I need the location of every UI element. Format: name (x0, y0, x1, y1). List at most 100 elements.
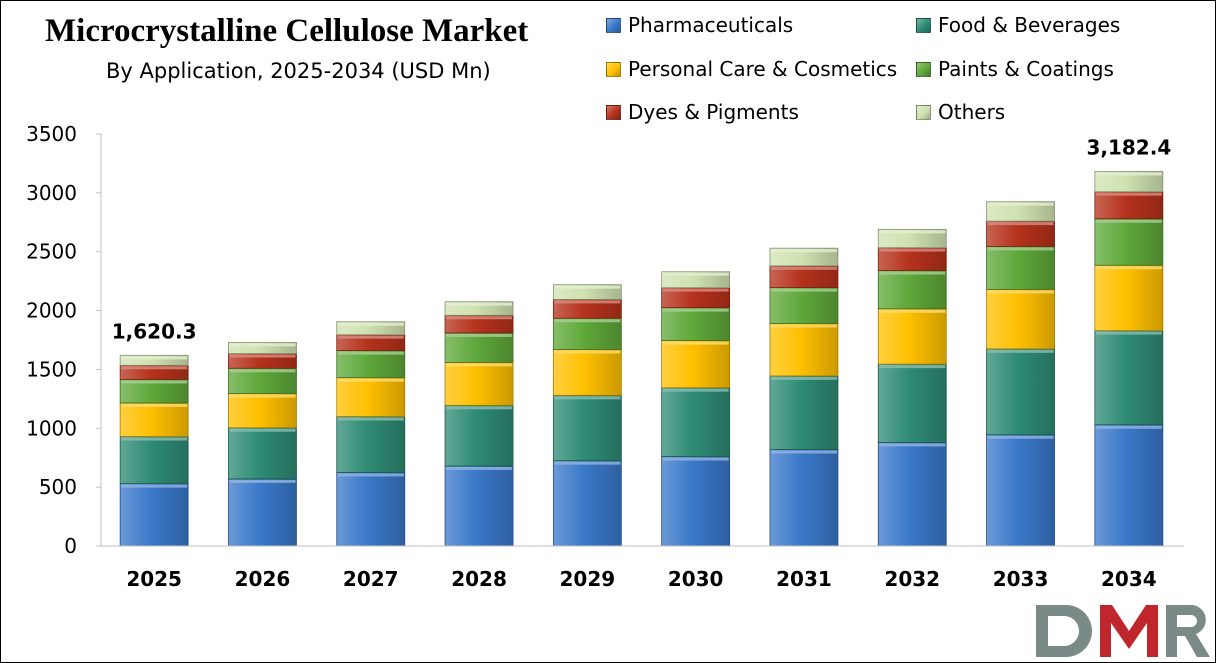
legend-item: Personal Care & Cosmetics (606, 57, 897, 81)
bar-segment (877, 442, 947, 547)
bar-segment-bevel (662, 388, 729, 392)
bar-segment-bevel (987, 290, 1054, 294)
bar-segment-bevel (446, 466, 513, 470)
bar-segment-bevel (337, 322, 404, 326)
y-tick-label: 3000 (26, 181, 77, 205)
bar-segment (119, 354, 189, 366)
bar-segment (552, 349, 622, 396)
legend-label: Paints & Coatings (938, 57, 1114, 81)
bar-segment (877, 308, 947, 365)
legend-item: Pharmaceuticals (606, 13, 793, 37)
bar-segment-bevel (554, 350, 621, 354)
legend-label: Pharmaceuticals (628, 13, 794, 37)
legend-item: Others (916, 100, 1005, 124)
x-tick-label: 2025 (126, 567, 182, 591)
bar-segment-bevel (987, 349, 1054, 353)
legend-label: Dyes & Pigments (628, 100, 799, 124)
bar-segment (986, 348, 1055, 436)
legend-item: Paints & Coatings (916, 57, 1114, 81)
total-label: 1,620.3 (112, 319, 197, 343)
bars (119, 171, 1164, 547)
x-tick-label: 2033 (993, 567, 1049, 591)
bar-segment-bevel (770, 324, 837, 328)
bar-segment-bevel (987, 222, 1054, 226)
bar-segment-bevel (662, 341, 729, 345)
chart-subtitle: By Application, 2025-2034 (USD Mn) (106, 59, 491, 83)
x-tick-label: 2031 (776, 567, 832, 591)
bar-stack-2027 (336, 321, 406, 547)
x-tick-label: 2026 (235, 567, 291, 591)
y-tick-label: 3500 (26, 122, 77, 146)
bar-segment (877, 270, 947, 310)
bar-segment (228, 478, 297, 547)
bar-segment (661, 387, 731, 457)
bar-stack-2033 (986, 201, 1055, 547)
bar-segment-bevel (987, 435, 1054, 439)
bar-segment-bevel (662, 457, 729, 461)
x-tick-label: 2032 (884, 567, 940, 591)
bar-segment (228, 367, 297, 394)
bar-segment (877, 363, 947, 443)
bar-segment-bevel (554, 461, 621, 465)
bar-segment (336, 416, 406, 473)
legend-label: Personal Care & Cosmetics (628, 57, 898, 81)
bar-segment-bevel (879, 443, 946, 447)
bar-stack-2032 (877, 228, 947, 547)
bar-segment-bevel (987, 247, 1054, 251)
y-tick-label: 2500 (26, 240, 77, 264)
bar-segment-bevel (879, 271, 946, 275)
bar-segment-bevel (229, 428, 296, 432)
legend-swatch (606, 61, 621, 77)
chart-legend: Pharmaceuticals Food & Beverages Personal … (606, 11, 1166, 131)
y-tick-label: 0 (64, 534, 77, 558)
bar-segment-bevel (121, 484, 188, 488)
bar-segment-bevel (121, 437, 188, 441)
dmr-logo (1036, 605, 1210, 657)
bar-segment-bevel (446, 333, 513, 337)
bar-segment-bevel (229, 369, 296, 373)
y-tick-label: 1000 (26, 416, 77, 440)
bar-segment-bevel (770, 249, 837, 253)
x-tick-label: 2034 (1101, 567, 1157, 591)
bar-segment (444, 404, 514, 467)
bar-segment (769, 247, 839, 267)
bar-segment-bevel (770, 288, 837, 292)
legend-swatch (606, 104, 621, 120)
bar-segment (661, 456, 731, 547)
bar-segment-bevel (337, 378, 404, 382)
x-tick-label: 2027 (343, 567, 399, 591)
bar-segment-bevel (1095, 266, 1162, 270)
bar-segment-bevel (770, 376, 837, 380)
bar-segment (1094, 330, 1164, 426)
bar-segment-bevel (879, 309, 946, 313)
bar-segment (552, 460, 622, 547)
bar-segment-bevel (229, 479, 296, 483)
bar-segment-bevel (229, 394, 296, 398)
bar-segment (877, 228, 947, 248)
bar-segment-bevel (446, 316, 513, 320)
bar-segment-bevel (879, 230, 946, 234)
chart-title: Microcrystalline Cellulose Market (45, 13, 529, 49)
legend-swatch (606, 17, 621, 33)
bar-segment (336, 377, 406, 417)
bar-stack-2030 (661, 271, 731, 547)
bar-segment (769, 449, 839, 547)
bar-segment (769, 287, 839, 324)
bar-segment-bevel (554, 396, 621, 400)
legend-swatch (916, 61, 931, 77)
bar-segment (1094, 218, 1164, 266)
bar-segment-bevel (337, 335, 404, 339)
bar-segment-bevel (554, 300, 621, 304)
bar-segment-bevel (879, 365, 946, 369)
legend-item: Food & Beverages (916, 13, 1120, 37)
bar-segment (1094, 424, 1164, 547)
bar-segment-bevel (987, 202, 1054, 206)
bar-segment (769, 323, 839, 377)
bar-stack-2025 (119, 354, 189, 547)
legend-swatch (916, 17, 931, 33)
x-tick-label: 2028 (451, 567, 507, 591)
y-tick-label: 2000 (26, 299, 77, 323)
bar-segment-bevel (554, 319, 621, 323)
